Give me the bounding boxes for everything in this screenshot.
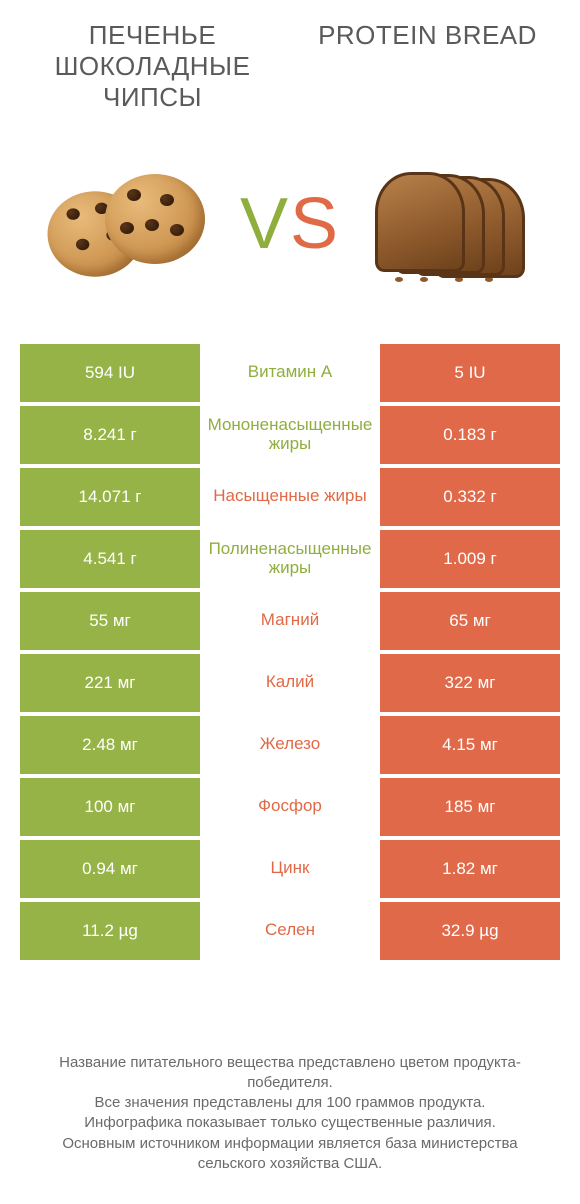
footer-line: Инфографика показывает только существенн… — [30, 1113, 550, 1133]
left-food-title: ПЕЧЕНЬЕ ШОКОЛАДНЫЕ ЧИПСЫ — [40, 20, 265, 114]
table-row: 100 мгФосфор185 мг — [20, 778, 560, 836]
cookie-image — [40, 159, 220, 289]
table-row: 4.541 гПолиненасыщенные жиры1.009 г — [20, 530, 560, 588]
right-value-cell: 0.332 г — [380, 468, 560, 526]
left-value-cell: 55 мг — [20, 592, 200, 650]
nutrient-label: Калий — [200, 654, 380, 712]
right-value-cell: 0.183 г — [380, 406, 560, 464]
nutrient-label: Селен — [200, 902, 380, 960]
header: ПЕЧЕНЬЕ ШОКОЛАДНЫЕ ЧИПСЫ PROTEIN BREAD — [0, 0, 580, 124]
left-value-cell: 4.541 г — [20, 530, 200, 588]
vs-row: VS — [0, 124, 580, 344]
right-value-cell: 322 мг — [380, 654, 560, 712]
table-row: 8.241 гМононенасыщенные жиры0.183 г — [20, 406, 560, 464]
footer-notes: Название питательного вещества представл… — [0, 1019, 580, 1204]
left-value-cell: 2.48 мг — [20, 716, 200, 774]
left-value-cell: 8.241 г — [20, 406, 200, 464]
right-value-cell: 1.009 г — [380, 530, 560, 588]
footer-line: Название питательного вещества представл… — [30, 1053, 550, 1094]
nutrient-label: Магний — [200, 592, 380, 650]
table-row: 2.48 мгЖелезо4.15 мг — [20, 716, 560, 774]
right-value-cell: 65 мг — [380, 592, 560, 650]
nutrient-label: Полиненасыщенные жиры — [200, 530, 380, 588]
comparison-table: 594 IUВитамин A5 IU8.241 гМононенасыщенн… — [20, 344, 560, 1019]
right-value-cell: 4.15 мг — [380, 716, 560, 774]
table-row: 11.2 µgСелен32.9 µg — [20, 902, 560, 960]
table-row: 594 IUВитамин A5 IU — [20, 344, 560, 402]
table-row: 55 мгМагний65 мг — [20, 592, 560, 650]
nutrient-label: Железо — [200, 716, 380, 774]
right-value-cell: 32.9 µg — [380, 902, 560, 960]
left-value-cell: 0.94 мг — [20, 840, 200, 898]
left-value-cell: 594 IU — [20, 344, 200, 402]
nutrient-label: Насыщенные жиры — [200, 468, 380, 526]
left-value-cell: 11.2 µg — [20, 902, 200, 960]
right-value-cell: 1.82 мг — [380, 840, 560, 898]
left-value-cell: 14.071 г — [20, 468, 200, 526]
left-value-cell: 221 мг — [20, 654, 200, 712]
bread-image — [360, 159, 540, 289]
footer-line: Основным источником информации является … — [30, 1134, 550, 1175]
nutrient-label: Цинк — [200, 840, 380, 898]
right-food-title: PROTEIN BREAD — [315, 20, 540, 114]
nutrient-label: Фосфор — [200, 778, 380, 836]
nutrient-label: Мононенасыщенные жиры — [200, 406, 380, 464]
footer-line: Все значения представлены для 100 граммо… — [30, 1093, 550, 1113]
right-value-cell: 185 мг — [380, 778, 560, 836]
left-value-cell: 100 мг — [20, 778, 200, 836]
nutrient-label: Витамин A — [200, 344, 380, 402]
vs-s: S — [290, 184, 340, 264]
table-row: 0.94 мгЦинк1.82 мг — [20, 840, 560, 898]
vs-label: VS — [240, 183, 340, 265]
table-row: 14.071 гНасыщенные жиры0.332 г — [20, 468, 560, 526]
vs-v: V — [240, 184, 290, 264]
table-row: 221 мгКалий322 мг — [20, 654, 560, 712]
right-value-cell: 5 IU — [380, 344, 560, 402]
